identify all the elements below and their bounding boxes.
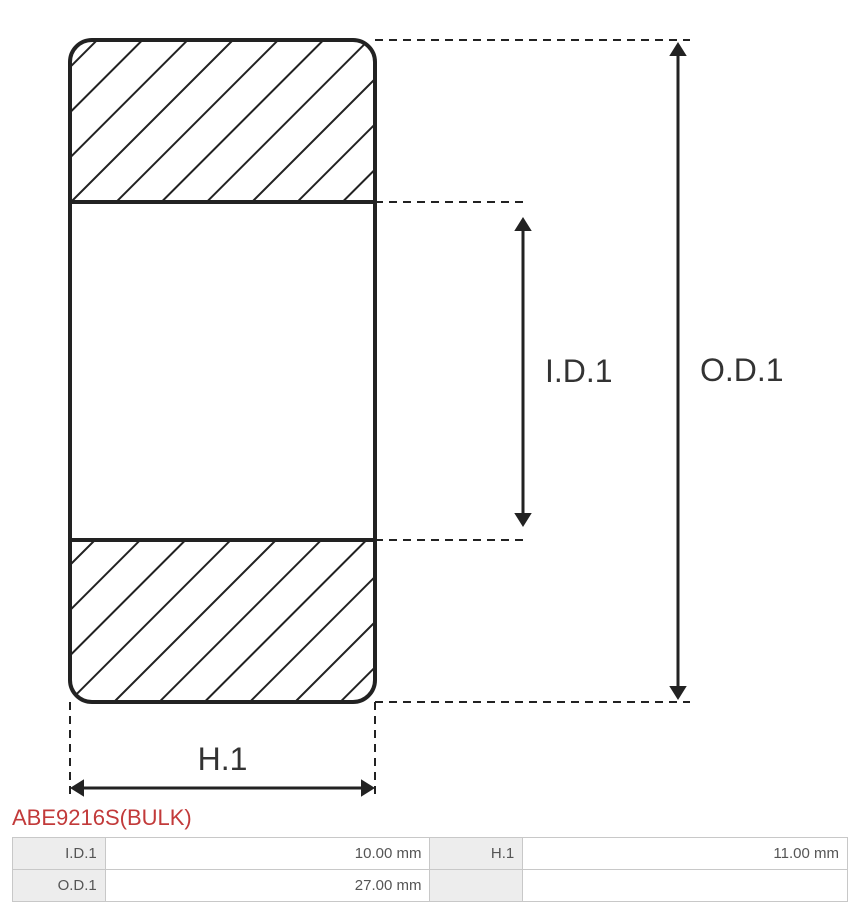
- diagram-svg: O.D.1 I.D.1 H.1: [0, 0, 848, 805]
- part-number-title: ABE9216S(BULK): [0, 805, 848, 837]
- spec-label: [430, 870, 523, 902]
- spec-value: 10.00 mm: [105, 838, 430, 870]
- svg-text:I.D.1: I.D.1: [545, 353, 613, 389]
- spec-label: H.1: [430, 838, 523, 870]
- svg-text:H.1: H.1: [198, 741, 248, 777]
- spec-value: 27.00 mm: [105, 870, 430, 902]
- technical-diagram: O.D.1 I.D.1 H.1: [0, 0, 848, 805]
- table-row: O.D.1 27.00 mm: [13, 870, 848, 902]
- svg-text:O.D.1: O.D.1: [700, 352, 784, 388]
- spec-label: O.D.1: [13, 870, 106, 902]
- spec-value: 11.00 mm: [523, 838, 848, 870]
- spec-label: I.D.1: [13, 838, 106, 870]
- page-root: O.D.1I.D.1H.1 ABE9216S(BULK) I.D.1 10.00…: [0, 0, 848, 902]
- spec-value: [523, 870, 848, 902]
- spec-table: I.D.1 10.00 mm H.1 11.00 mm O.D.1 27.00 …: [12, 837, 848, 902]
- table-row: I.D.1 10.00 mm H.1 11.00 mm: [13, 838, 848, 870]
